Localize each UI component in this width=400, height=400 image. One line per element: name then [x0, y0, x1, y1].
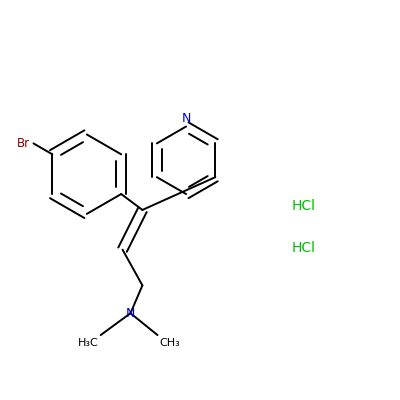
Text: H₃C: H₃C	[78, 338, 99, 348]
Text: HCl: HCl	[291, 199, 315, 213]
Text: N: N	[126, 307, 135, 320]
Text: HCl: HCl	[291, 241, 315, 255]
Text: Br: Br	[17, 137, 30, 150]
Text: CH₃: CH₃	[160, 338, 180, 348]
Text: N: N	[182, 112, 191, 124]
